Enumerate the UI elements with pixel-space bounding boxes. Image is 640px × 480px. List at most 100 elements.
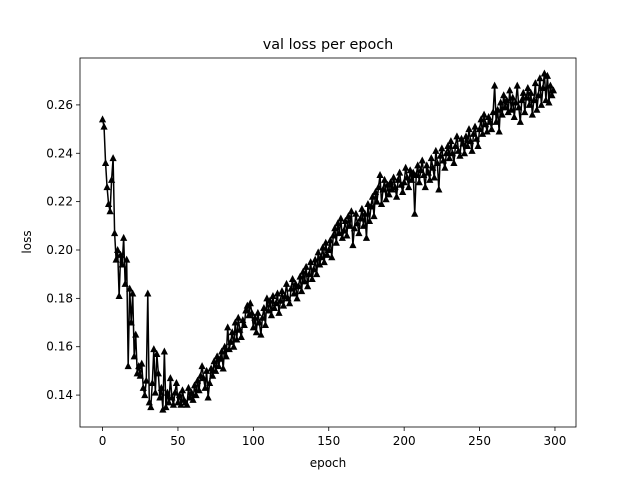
marker: [231, 318, 239, 326]
marker: [518, 96, 526, 104]
marker: [287, 284, 295, 292]
marker: [189, 395, 197, 403]
marker: [298, 287, 306, 295]
x-tick-label: 250: [468, 434, 491, 448]
marker: [139, 383, 147, 391]
marker: [249, 323, 257, 331]
marker: [338, 233, 346, 241]
marker: [168, 393, 176, 401]
marker: [486, 117, 494, 125]
marker: [145, 398, 153, 406]
marker: [222, 352, 230, 360]
marker: [104, 200, 113, 208]
marker: [172, 378, 181, 386]
marker: [454, 146, 463, 154]
marker: [328, 253, 336, 261]
marker: [329, 231, 337, 239]
x-tick-label: 0: [99, 434, 107, 448]
marker: [344, 212, 352, 220]
marker: [127, 318, 135, 326]
marker: [474, 142, 482, 150]
x-tick-label: 50: [170, 434, 185, 448]
marker: [374, 183, 383, 191]
marker: [264, 306, 273, 314]
marker: [177, 400, 185, 408]
marker: [190, 381, 199, 389]
marker: [548, 91, 556, 99]
marker: [160, 347, 168, 355]
marker: [337, 214, 345, 222]
marker: [441, 163, 449, 171]
marker: [240, 320, 248, 328]
marker: [248, 308, 256, 316]
marker: [465, 125, 473, 133]
marker: [506, 86, 514, 94]
marker: [199, 374, 208, 382]
marker: [124, 362, 132, 370]
marker: [198, 362, 206, 370]
marker: [225, 345, 233, 353]
marker: [545, 98, 553, 106]
marker: [391, 183, 399, 191]
marker: [355, 229, 363, 237]
marker: [469, 129, 478, 137]
marker: [195, 386, 203, 394]
marker: [463, 142, 472, 150]
marker: [353, 219, 362, 227]
marker: [184, 383, 193, 391]
marker: [468, 146, 476, 154]
marker: [418, 156, 426, 164]
marker: [320, 258, 328, 266]
marker: [234, 313, 242, 321]
marker: [120, 233, 128, 241]
marker: [206, 378, 214, 386]
marker: [427, 154, 435, 162]
marker: [334, 219, 342, 227]
marker: [417, 166, 425, 174]
x-tick-label: 100: [242, 434, 265, 448]
marker: [118, 260, 126, 268]
marker: [429, 163, 437, 171]
marker: [361, 209, 369, 217]
marker: [533, 105, 541, 113]
marker: [379, 185, 387, 193]
marker: [183, 400, 191, 408]
marker: [534, 91, 542, 99]
marker: [400, 178, 408, 186]
y-tick-label: 0.16: [46, 340, 73, 354]
marker: [314, 248, 322, 256]
marker: [396, 168, 404, 176]
marker: [513, 81, 521, 89]
marker: [221, 342, 229, 350]
marker: [311, 255, 319, 263]
marker: [462, 132, 470, 140]
marker: [367, 202, 375, 210]
marker: [308, 275, 316, 283]
marker: [132, 330, 140, 338]
marker: [519, 88, 527, 96]
marker: [349, 241, 357, 249]
marker: [433, 158, 441, 166]
marker: [130, 352, 138, 360]
marker: [275, 308, 283, 316]
marker: [212, 366, 220, 374]
marker: [368, 192, 377, 200]
marker: [438, 144, 446, 152]
plot-frame: [79, 57, 577, 428]
marker: [237, 333, 245, 341]
marker: [138, 359, 146, 367]
marker: [393, 192, 401, 200]
marker: [380, 175, 389, 183]
marker: [111, 229, 119, 237]
y-tick-label: 0.18: [46, 291, 73, 305]
marker: [299, 267, 307, 275]
marker: [411, 209, 419, 217]
marker: [322, 238, 330, 246]
marker: [163, 388, 171, 396]
y-tick-label: 0.20: [46, 243, 73, 257]
marker: [269, 291, 277, 299]
marker: [165, 398, 173, 406]
y-axis-label: loss: [20, 230, 34, 253]
marker: [100, 122, 108, 130]
